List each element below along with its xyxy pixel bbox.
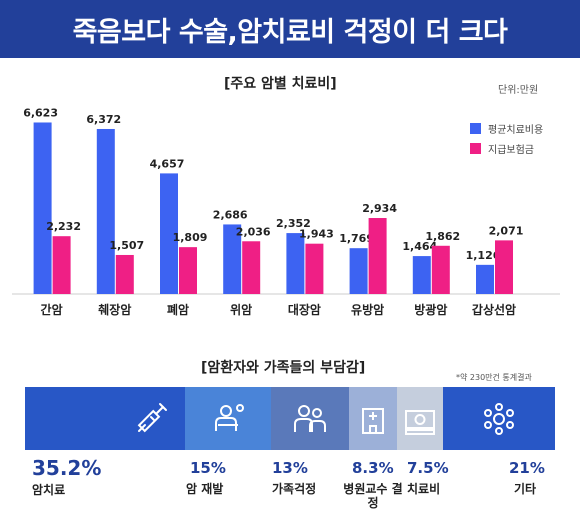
data-label-avg-7: 1,126: [466, 249, 501, 262]
burden-note: *약 230만건 통계결과: [456, 373, 532, 382]
cells-icon: [479, 399, 519, 439]
burden-label-treatment: 암치료: [32, 483, 66, 497]
burden-percent-cost: 7.5%: [407, 459, 449, 477]
bar-avg-1: [96, 128, 115, 294]
bar-ins-1: [115, 254, 134, 294]
burden-label-recurrence: 암 재발: [186, 482, 224, 496]
burden-percent-treatment: 35.2%: [32, 456, 102, 480]
data-label-ins-7: 2,071: [489, 224, 524, 237]
burden-label-family: 가족걱정: [272, 482, 317, 496]
legend-label-series-1: 지급보험금: [488, 144, 534, 156]
x-tick-label-0: 간암: [41, 302, 63, 317]
data-label-avg-4: 2,352: [276, 217, 311, 230]
burden-percent-hospital: 8.3%: [352, 459, 394, 477]
bar-avg-6: [412, 256, 431, 294]
bar-ins-3: [242, 241, 261, 294]
bar-avg-7: [476, 264, 494, 294]
bar-avg-4: [286, 233, 305, 294]
x-tick-label-6: 방광암: [414, 302, 447, 317]
chart-title: [주요 암별 치료비]: [224, 76, 337, 92]
legend-swatch-series-0: [470, 122, 481, 134]
burden-title: [암환자와 가족들의 부담감]: [201, 360, 366, 376]
x-tick-label-3: 위암: [230, 303, 252, 317]
data-label-ins-4: 1,943: [299, 228, 334, 241]
data-label-ins-5: 2,934: [362, 202, 397, 215]
x-tick-label-4: 대장암: [288, 303, 321, 317]
money-icon: [400, 399, 440, 439]
legend-item-series-1: 지급보험금: [470, 138, 543, 158]
data-label-avg-1: 6,372: [86, 113, 121, 126]
bar-avg-2: [160, 173, 178, 294]
bar-chart: 6,623 2,232 간암 6,372 1,507 췌장암 4,657 1,809 폐암 2,6…: [12, 106, 560, 317]
syringe-icon: [131, 399, 171, 439]
burden-segment-other: [443, 387, 555, 450]
patient-icon: [208, 399, 248, 439]
bar-ins-4: [305, 243, 324, 294]
burden-segment-hospital: [349, 387, 397, 450]
data-label-ins-2: 1,809: [173, 231, 208, 244]
bar-avg-5: [349, 248, 368, 294]
data-label-avg-3: 2,686: [213, 208, 248, 221]
burden-label-other: 기타: [514, 482, 537, 496]
data-label-avg-6: 1,464: [402, 240, 437, 253]
banner-title: 죽음보다 수술,암치료비 걱정이 더 크다: [0, 0, 580, 58]
burden-segment-treatment: [25, 387, 185, 450]
burden-label-hospital: 병원교수 결정: [343, 482, 403, 510]
burden-segment-family: [271, 387, 349, 450]
bar-ins-6: [431, 245, 450, 294]
data-label-avg-5: 1,769: [339, 232, 374, 245]
bar-avg-3: [223, 224, 242, 294]
burden-percent-recurrence: 15%: [190, 459, 226, 477]
legend-swatch-series-1: [470, 142, 481, 154]
legend-label-series-0: 평균치료비용: [488, 124, 544, 136]
data-label-ins-6: 1,862: [425, 230, 460, 243]
burden-segment-recurrence: [185, 387, 271, 450]
burden-percent-family: 13%: [272, 459, 308, 477]
data-label-ins-3: 2,036: [236, 225, 271, 238]
x-tick-label-5: 유방암: [351, 302, 384, 317]
burden-segment-cost: [397, 387, 443, 450]
bar-ins-7: [495, 240, 513, 294]
chart-legend: 평균치료비용 지급보험금: [470, 118, 543, 158]
bar-ins-5: [368, 218, 387, 294]
data-label-ins-0: 2,232: [46, 220, 81, 233]
data-label-avg-2: 4,657: [150, 157, 185, 170]
x-tick-label-2: 폐암: [167, 302, 189, 317]
bar-avg-0: [33, 122, 52, 295]
burden-label-cost: 치료비: [407, 482, 441, 496]
burden-bar: [25, 387, 555, 450]
x-tick-label-1: 췌장암: [98, 303, 131, 317]
data-label-avg-0: 6,623: [23, 106, 58, 119]
x-tick-label-7: 갑상선암: [472, 302, 516, 317]
family-icon: [290, 399, 330, 439]
hospital-icon: [353, 399, 393, 439]
bar-ins-2: [179, 247, 197, 294]
unit-label: 단위:만원: [498, 85, 539, 96]
bar-ins-0: [52, 236, 71, 294]
data-label-ins-1: 1,507: [109, 239, 144, 252]
legend-item-series-0: 평균치료비용: [470, 118, 543, 138]
burden-percent-other: 21%: [509, 459, 545, 477]
